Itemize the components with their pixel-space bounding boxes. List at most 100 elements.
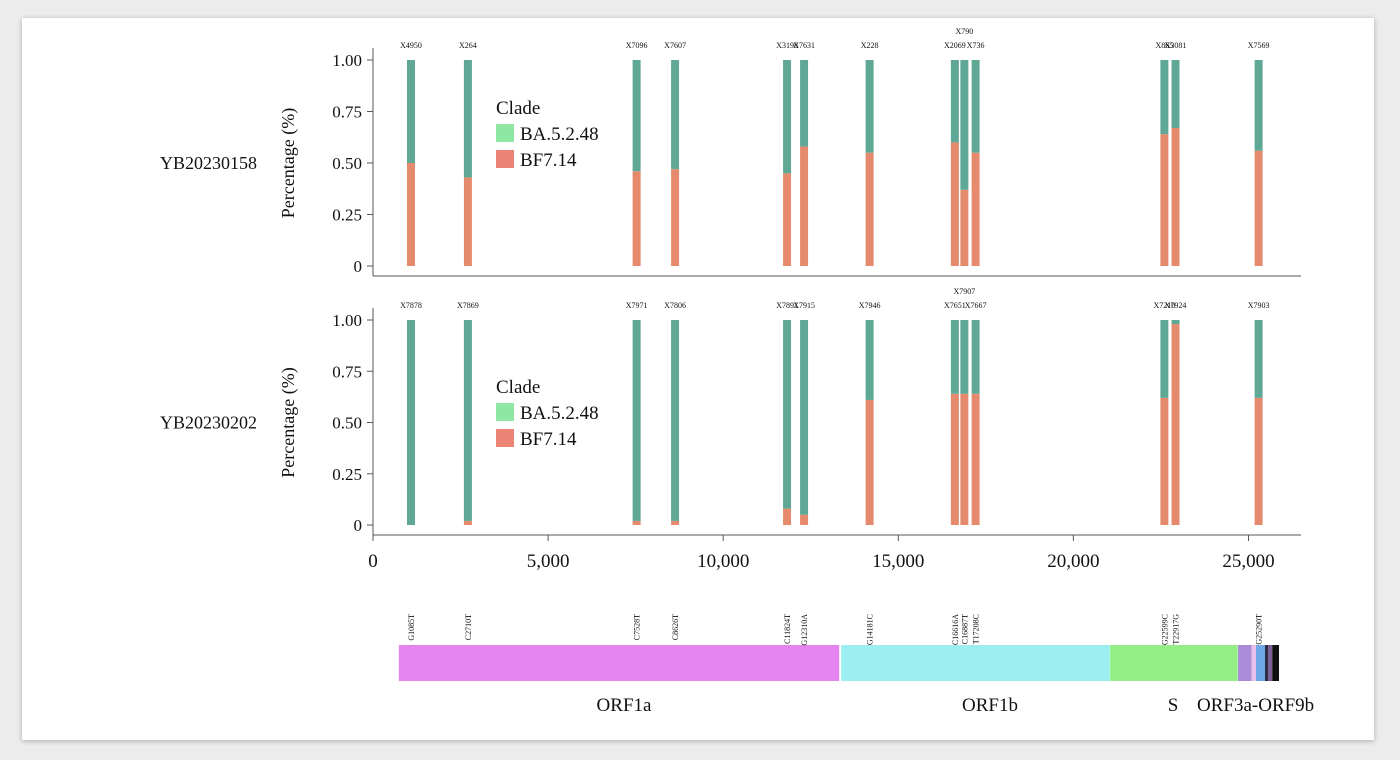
bar-position-label: X7878 xyxy=(400,301,422,310)
bar-ba-5-2-48-segment xyxy=(1171,60,1180,128)
bar-position-label: X865 xyxy=(1156,41,1174,50)
gene-orf6-segment xyxy=(1264,645,1269,681)
x-tick-label: 5,000 xyxy=(527,551,570,572)
bar-position-label: X2069 xyxy=(944,41,966,50)
bar-bf7-14-segment xyxy=(800,146,809,266)
bar-position-label: X7607 xyxy=(664,41,686,50)
bar-position-label: X7891 xyxy=(776,301,798,310)
legend-swatch xyxy=(496,403,514,421)
y-tick-label: 0.25 xyxy=(332,206,362,225)
bar-bf7-14-segment xyxy=(1171,324,1180,525)
y-tick-label: 1.00 xyxy=(332,311,362,330)
legend-swatch xyxy=(496,124,514,142)
bar-ba-5-2-48-segment xyxy=(1171,320,1180,325)
bar-position-label: X4950 xyxy=(400,41,422,50)
bar-ba-5-2-48-segment xyxy=(971,320,980,394)
bar-bf7-14-segment xyxy=(1160,397,1169,525)
bar-bf7-14-segment xyxy=(671,169,680,266)
bar-ba-5-2-48-segment xyxy=(632,60,641,172)
mutation-label: G12310A xyxy=(800,614,809,646)
bar-position-label: X7907 xyxy=(953,287,975,296)
x-tick-label: 20,000 xyxy=(1047,551,1099,572)
bar-bf7-14-segment xyxy=(632,171,641,266)
bar-position-label: X7971 xyxy=(626,301,648,310)
mutation-label: C8626T xyxy=(671,614,680,640)
bar-position-label: X3081 xyxy=(1165,41,1187,50)
bar-ba-5-2-48-segment xyxy=(632,320,641,521)
genome-map: G1085T C2710T C7528T C8626T C11824T G12310A G1… xyxy=(398,614,1314,716)
panel-1: 0 0.25 0.50 0.75 1.00 Percentage (%) YB2023015… xyxy=(160,27,1301,277)
panels: 0 0.25 0.50 0.75 1.00 Percentage (%) YB2023015… xyxy=(160,27,1301,536)
legend: Clade BA.5.2.48 BF7.14 xyxy=(496,98,599,171)
legend-entry-label: BF7.14 xyxy=(520,429,577,450)
bar-bf7-14-segment xyxy=(463,520,472,525)
bar-bf7-14-segment xyxy=(1171,127,1180,266)
bar-position-label: X7903 xyxy=(1248,301,1270,310)
x-tick-label: 10,000 xyxy=(697,551,749,572)
mutation-label: G25290T xyxy=(1255,614,1264,645)
x-tick-label: 25,000 xyxy=(1222,551,1274,572)
bar-ba-5-2-48-segment xyxy=(463,60,472,178)
bar-ba-5-2-48-segment xyxy=(671,320,680,521)
bar-ba-5-2-48-segment xyxy=(406,320,415,525)
bar-bf7-14-segment xyxy=(671,520,680,525)
bar-bf7-14-segment xyxy=(971,393,980,525)
bar-ba-5-2-48-segment xyxy=(865,60,874,153)
bar-bf7-14-segment xyxy=(406,163,415,266)
gene-name-label: S xyxy=(1168,695,1179,716)
legend-swatch xyxy=(496,429,514,447)
panel-2: 0 0.25 0.50 0.75 1.00 Percentage (%) YB2023020… xyxy=(160,287,1301,536)
mutation-label: C11824T xyxy=(783,614,792,644)
gene-orf3a-segment xyxy=(1238,645,1252,681)
mutation-label: C2710T xyxy=(464,614,473,640)
bar-ba-5-2-48-segment xyxy=(671,60,680,170)
bar-bf7-14-segment xyxy=(783,173,792,266)
bar-position-label: X7210 xyxy=(1154,301,1176,310)
legend-swatch xyxy=(496,150,514,168)
bar-position-label: X7631 xyxy=(793,41,815,50)
bar-position-label: X7667 xyxy=(965,301,987,310)
bar-position-label: X7946 xyxy=(859,301,881,310)
bar-ba-5-2-48-segment xyxy=(960,320,969,394)
y-axis-label: Percentage (%) xyxy=(278,367,299,477)
bar-position-label: X7924 xyxy=(1165,301,1187,310)
bar-ba-5-2-48-segment xyxy=(783,60,792,174)
gene-m-segment xyxy=(1255,645,1265,681)
bar-bf7-14-segment xyxy=(865,152,874,266)
bar-ba-5-2-48-segment xyxy=(463,320,472,521)
legend-entry-label: BF7.14 xyxy=(520,150,577,171)
y-tick-label: 0.50 xyxy=(332,414,362,433)
bar-bf7-14-segment xyxy=(960,393,969,525)
bar-ba-5-2-48-segment xyxy=(865,320,874,400)
bar-bf7-14-segment xyxy=(800,514,809,525)
bar-bf7-14-segment xyxy=(950,393,959,525)
bar-ba-5-2-48-segment xyxy=(1254,320,1263,398)
bar-position-label: X7651 xyxy=(944,301,966,310)
gene-name-label: ORF1b xyxy=(962,695,1018,716)
y-tick-label: 0.75 xyxy=(332,362,362,381)
y-tick-label: 0.25 xyxy=(332,465,362,484)
figure-frame: 0 0.25 0.50 0.75 1.00 Percentage (%) YB2023015… xyxy=(22,18,1374,740)
bar-ba-5-2-48-segment xyxy=(971,60,980,153)
y-tick-label: 0 xyxy=(354,257,363,276)
gene-orf1b-segment xyxy=(840,645,1110,681)
gene-name-label: ORF1a xyxy=(597,695,652,716)
y-tick-label: 0.75 xyxy=(332,103,362,122)
y-tick-label: 1.00 xyxy=(332,51,362,70)
legend-title: Clade xyxy=(496,98,540,119)
bar-position-label: X7096 xyxy=(626,41,648,50)
mutation-label: T22917G xyxy=(1172,614,1181,645)
bar-bf7-14-segment xyxy=(971,152,980,266)
bar-bf7-14-segment xyxy=(1254,397,1263,525)
bar-position-label: X7569 xyxy=(1248,41,1270,50)
gene-orf9b-segment xyxy=(1272,645,1279,681)
legend-title: Clade xyxy=(496,377,540,398)
y-tick-label: 0.50 xyxy=(332,154,362,173)
bar-ba-5-2-48-segment xyxy=(950,320,959,394)
x-tick-label: 15,000 xyxy=(872,551,924,572)
bar-position-label: X790 xyxy=(955,27,973,36)
gene-s-segment xyxy=(1110,645,1238,681)
clade-frequency-figure: 0 0.25 0.50 0.75 1.00 Percentage (%) YB2023015… xyxy=(160,27,1314,716)
y-axis-label: Percentage (%) xyxy=(278,108,299,218)
bar-ba-5-2-48-segment xyxy=(1160,320,1169,398)
